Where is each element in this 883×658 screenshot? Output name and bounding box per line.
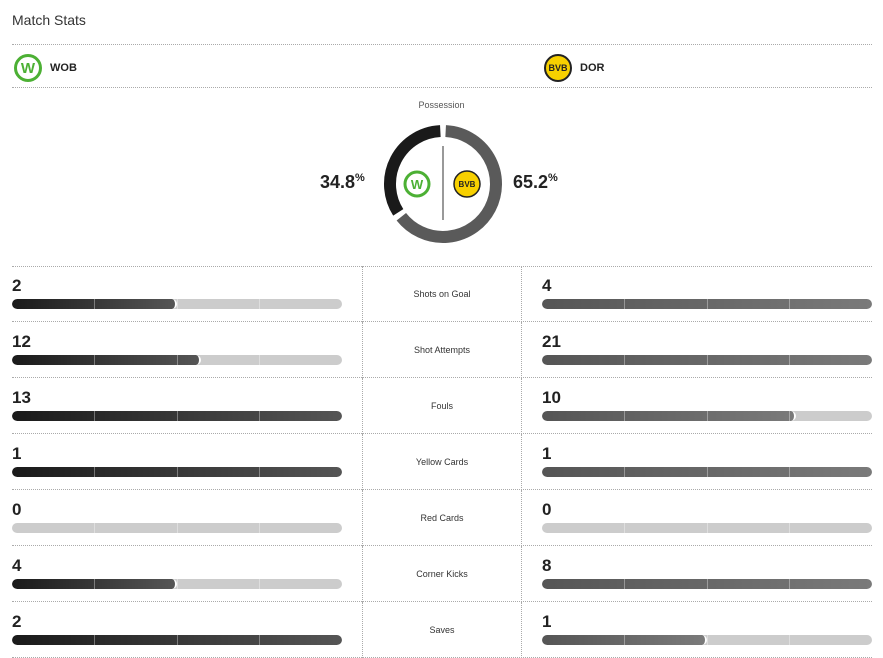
divider — [12, 44, 872, 45]
home-bar-fill — [12, 579, 177, 589]
divider — [12, 545, 872, 546]
away-possession-arc — [396, 125, 502, 243]
home-stat-bar — [12, 355, 342, 365]
divider — [12, 377, 872, 378]
wolfsburg-logo-icon — [403, 170, 431, 198]
stat-row: 13 Fouls 10 — [12, 378, 872, 434]
away-bar-fill — [542, 299, 872, 309]
home-bar-fill — [12, 411, 342, 421]
stat-label: Saves — [362, 602, 522, 658]
home-stat-value: 12 — [12, 332, 31, 351]
home-possession: 34.8% — [320, 172, 365, 192]
away-stat-value: 1 — [542, 612, 552, 631]
dortmund-logo-text: BVB — [459, 180, 476, 189]
away-bar-fill — [542, 579, 872, 589]
home-possession-arc — [384, 125, 441, 216]
away-stat-value: 10 — [542, 388, 561, 407]
dortmund-logo-icon — [453, 170, 481, 198]
stat-row: 2 Saves 1 — [12, 602, 872, 658]
stat-label: Shot Attempts — [362, 322, 522, 378]
away-bar-fill — [542, 467, 872, 477]
divider — [12, 489, 872, 490]
wolfsburg-logo-icon: W — [14, 54, 42, 82]
away-stat-bar — [542, 355, 872, 365]
stat-row: 4 Corner Kicks 8 — [12, 546, 872, 602]
home-stat-bar — [12, 299, 342, 309]
home-team[interactable]: W WOB — [14, 54, 77, 82]
stat-row: 2 Shots on Goal 4 — [12, 266, 872, 322]
away-team[interactable]: BVB DOR — [544, 54, 604, 82]
away-possession: 65.2% — [513, 172, 558, 192]
away-team-abbr: DOR — [580, 62, 605, 74]
stat-row: 1 Yellow Cards 1 — [12, 434, 872, 490]
home-bar-fill — [12, 299, 177, 309]
home-stat-value: 13 — [12, 388, 31, 407]
home-stat-bar — [12, 635, 342, 645]
away-stat-bar — [542, 523, 872, 533]
possession-label: Possession — [418, 100, 465, 110]
wolfsburg-logo-text: W — [411, 177, 424, 192]
stat-label: Fouls — [362, 378, 522, 434]
away-stat-value: 21 — [542, 332, 561, 351]
away-stat-bar — [542, 579, 872, 589]
possession-donut: W BVB — [384, 125, 502, 243]
home-stat-value: 4 — [12, 556, 22, 575]
away-bar-fill — [542, 635, 707, 645]
divider — [12, 321, 872, 322]
home-bar-fill — [12, 635, 342, 645]
home-bar-fill — [12, 355, 201, 365]
home-stat-bar — [12, 411, 342, 421]
page-title: Match Stats — [12, 12, 86, 28]
home-team-abbr: WOB — [50, 62, 77, 74]
away-stat-value: 1 — [542, 444, 552, 463]
divider — [12, 601, 872, 602]
stat-row: 12 Shot Attempts 21 — [12, 322, 872, 378]
home-stat-bar — [12, 467, 342, 477]
home-stat-value: 1 — [12, 444, 22, 463]
away-stat-value: 4 — [542, 276, 552, 295]
dortmund-logo-icon: BVB — [544, 54, 572, 82]
stat-label: Red Cards — [362, 490, 522, 546]
divider — [12, 433, 872, 434]
home-stat-bar — [12, 579, 342, 589]
away-stat-bar — [542, 299, 872, 309]
stat-label: Shots on Goal — [362, 266, 522, 322]
away-bar-fill — [542, 411, 796, 421]
away-stat-bar — [542, 411, 872, 421]
away-stat-bar — [542, 635, 872, 645]
stat-row: 0 Red Cards 0 — [12, 490, 872, 546]
away-stat-value: 8 — [542, 556, 552, 575]
away-stat-bar — [542, 467, 872, 477]
stat-label: Yellow Cards — [362, 434, 522, 490]
home-stat-value: 2 — [12, 276, 22, 295]
home-stat-bar — [12, 523, 342, 533]
divider — [12, 87, 872, 88]
away-bar-fill — [542, 355, 872, 365]
stat-label: Corner Kicks — [362, 546, 522, 602]
home-bar-fill — [12, 467, 342, 477]
away-stat-value: 0 — [542, 500, 552, 519]
divider — [12, 266, 872, 267]
home-stat-value: 2 — [12, 612, 22, 631]
home-stat-value: 0 — [12, 500, 22, 519]
